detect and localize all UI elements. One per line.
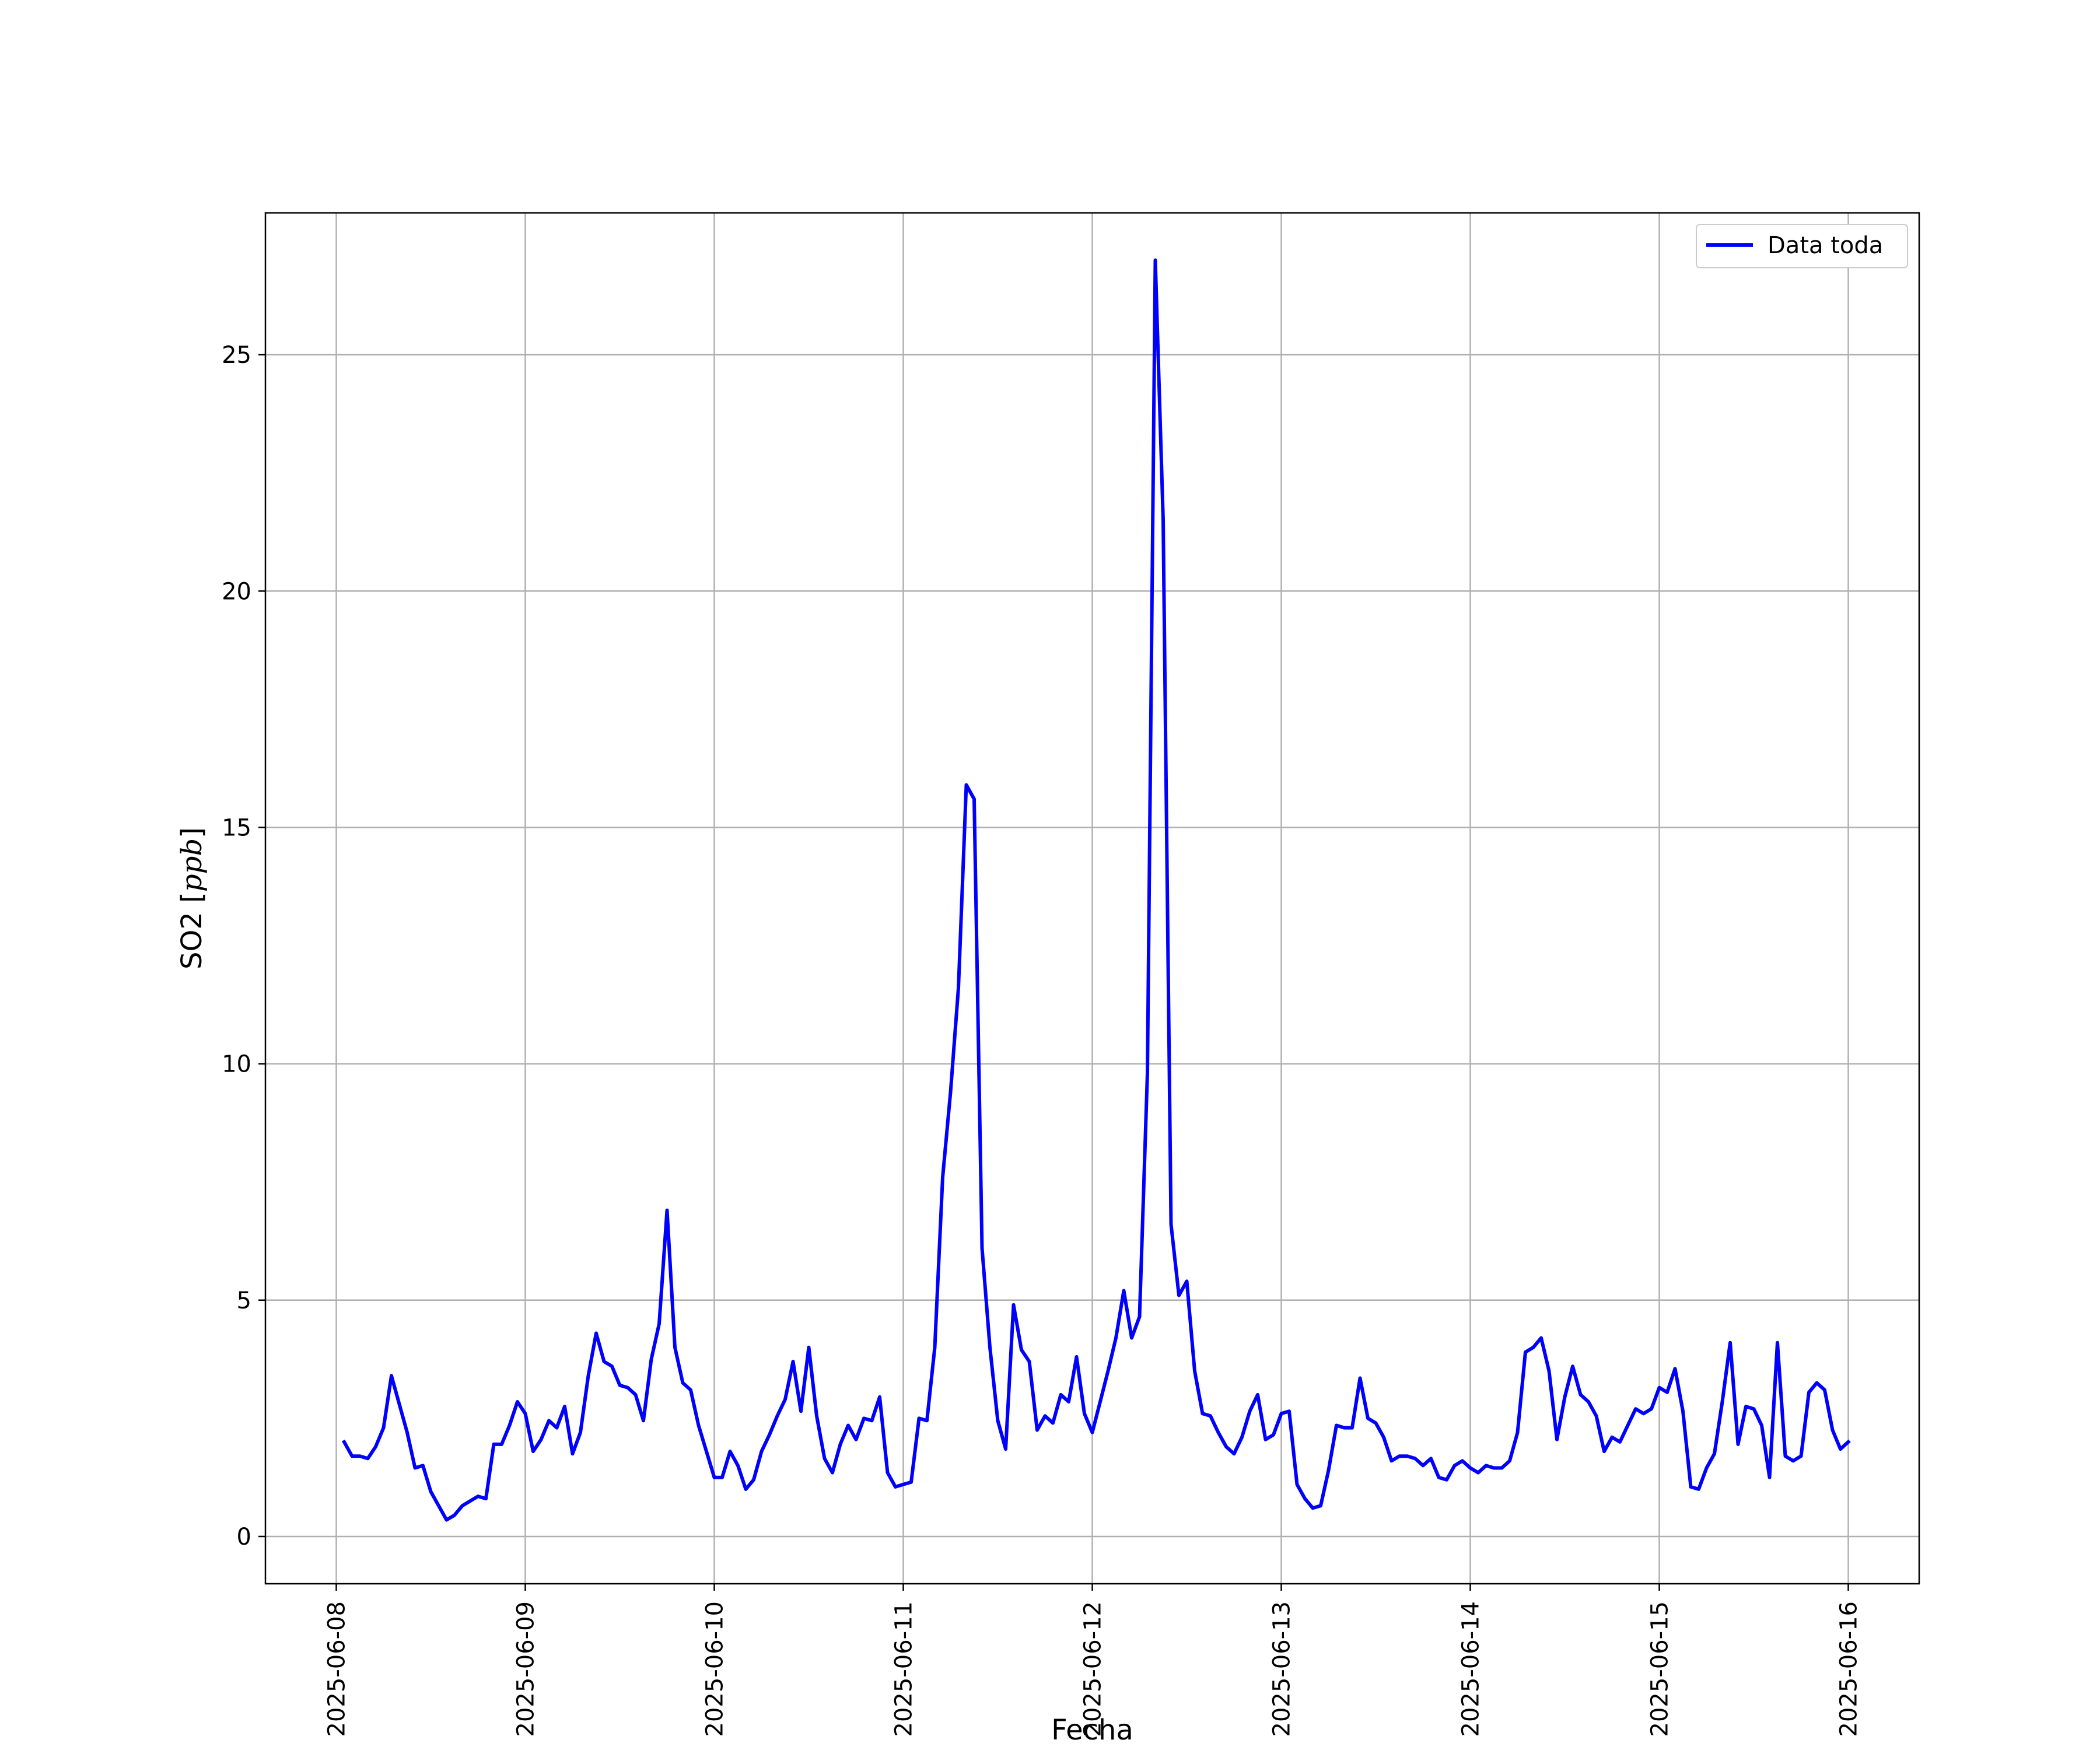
grid-lines <box>265 213 1919 1584</box>
y-tick-label: 15 <box>222 814 251 841</box>
x-tick-label: 2025-06-13 <box>1269 1601 1296 1737</box>
y-tick-label: 0 <box>237 1524 251 1550</box>
x-tick-label: 2025-06-10 <box>702 1601 729 1737</box>
series-line <box>341 258 1851 1522</box>
x-tick-label: 2025-06-14 <box>1458 1601 1485 1737</box>
y-axis-label-unit: ppb <box>176 838 208 892</box>
legend: Data toda <box>1696 224 1908 268</box>
y-tick-label: 25 <box>222 342 251 369</box>
y-tick-label: 10 <box>222 1051 251 1078</box>
x-tick-label: 2025-06-12 <box>1080 1601 1107 1737</box>
y-axis-label: SO2 [ppb] <box>176 827 208 970</box>
y-axis-label-close: ] <box>176 827 208 838</box>
axis-ticks: 2025-06-08 2025-06-09 2025-06-10 2025-06-11… <box>222 342 1862 1737</box>
x-tick-label: 2025-06-15 <box>1647 1601 1674 1737</box>
y-tick-label: 20 <box>222 578 251 605</box>
y-axis-label-text: SO2 [ <box>176 892 208 970</box>
legend-label: Data toda <box>1768 232 1883 259</box>
legend-box <box>1696 224 1908 268</box>
y-tick-label: 5 <box>237 1287 251 1314</box>
x-tick-label: 2025-06-11 <box>891 1601 918 1737</box>
x-tick-label: 2025-06-08 <box>324 1601 351 1737</box>
x-tick-label: 2025-06-09 <box>513 1601 540 1737</box>
x-tick-label: 2025-06-16 <box>1836 1601 1863 1737</box>
x-axis-label: Fecha <box>1051 1714 1133 1746</box>
series-layer <box>341 258 1851 1522</box>
